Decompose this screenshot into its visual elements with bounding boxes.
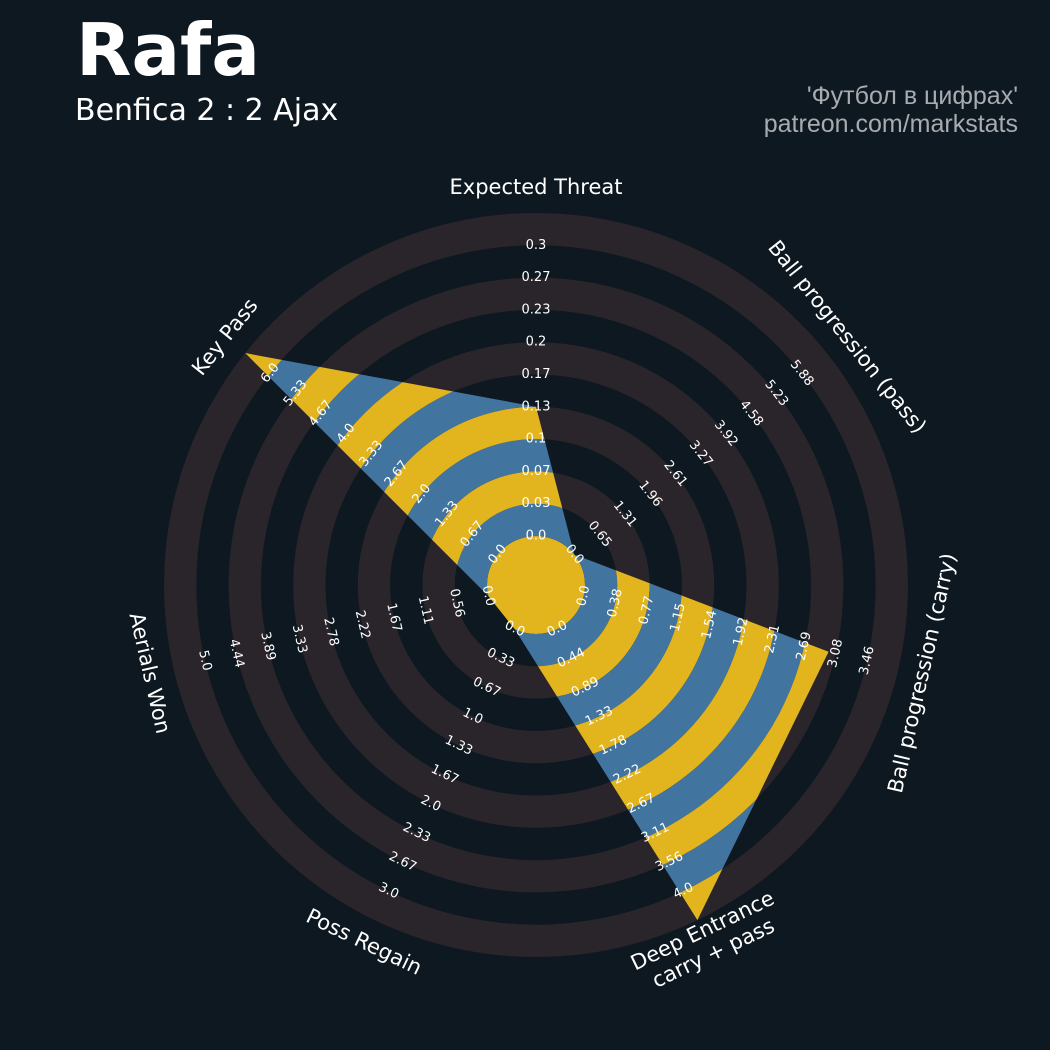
tick-label: 0.2 (526, 335, 547, 350)
tick-label: 0.77 (636, 595, 657, 627)
tick-label: 0.13 (522, 399, 551, 414)
axis-label: Expected Threat (450, 175, 623, 199)
tick-label: 2.22 (352, 609, 373, 641)
tick-label: 0.27 (522, 270, 551, 285)
tick-label: 3.08 (825, 638, 846, 670)
tick-label: 0.38 (605, 587, 626, 619)
tick-label: 0.1 (526, 432, 547, 447)
tick-label: 3.33 (289, 623, 310, 655)
tick-label: 0.07 (522, 464, 551, 479)
tick-label: 3.46 (857, 645, 878, 677)
tick-label: 0.0 (479, 584, 498, 608)
tick-label: 0.23 (522, 302, 551, 317)
tick-label: 0.0 (526, 529, 547, 544)
tick-label: 0.0 (574, 584, 593, 608)
tick-label: 0.17 (522, 367, 551, 382)
tick-label: 2.31 (762, 623, 783, 655)
tick-label: 0.56 (446, 587, 467, 619)
tick-label: 3.89 (257, 630, 278, 662)
tick-label: 0.03 (522, 496, 551, 511)
tick-label: 0.3 (526, 238, 547, 253)
radar-center (487, 536, 585, 634)
tick-label: 4.44 (226, 638, 247, 670)
tick-label: 5.0 (195, 649, 214, 673)
match-subtitle: Benfica 2 : 2 Ajax (75, 93, 339, 128)
tick-label: 1.54 (699, 609, 720, 641)
tick-label: 1.67 (383, 602, 404, 634)
credit-line-2: patreon.com/markstats (763, 110, 1018, 138)
tick-label: 2.78 (320, 616, 341, 648)
page-title: Rafa (76, 8, 260, 92)
tick-label: 1.15 (668, 602, 689, 634)
tick-label: 1.11 (415, 595, 436, 627)
tick-label: 1.92 (731, 616, 752, 648)
tick-label: 2.69 (794, 630, 815, 662)
tick-labels: 0.0 0.03 0.07 0.1 0.13 0.17 0.2 0.23 0.27 0.3 0.0 0… (195, 238, 878, 903)
credit-line-1: 'Футбол в цифрах' (806, 82, 1018, 110)
